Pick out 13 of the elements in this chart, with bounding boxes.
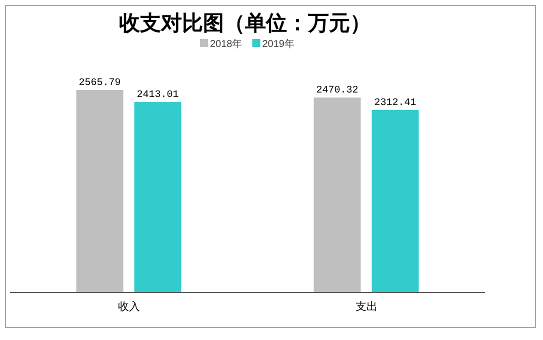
chart-title: 收支对比图（单位：万元） [119,12,371,35]
data-label: 2470.32 [316,86,358,97]
data-label: 2565.79 [78,78,121,89]
bar [76,90,124,292]
bar [314,98,361,292]
data-label: 2413.01 [136,90,179,102]
legend-label: 2018年 [210,38,242,50]
bar [372,110,419,292]
x-tick-label: 支出 [355,300,378,313]
bar [134,102,182,292]
legend-label: 2019年 [262,38,294,50]
x-tick-label: 收入 [118,300,140,313]
data-label: 2312.41 [374,98,416,109]
